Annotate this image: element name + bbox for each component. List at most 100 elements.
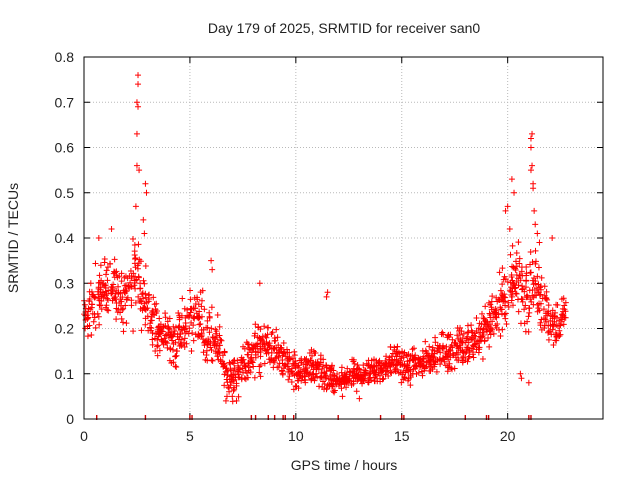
data-point [447,347,454,354]
data-point [405,375,412,382]
data-point [149,341,156,348]
data-point [208,304,215,311]
data-point [515,282,522,289]
data-point [296,373,303,380]
data-point [463,337,470,344]
data-point [268,356,275,363]
data-point [102,284,109,291]
data-point [504,279,511,286]
data-point [369,365,376,372]
data-point [119,319,126,326]
data-point [132,255,139,262]
data-point [509,302,516,309]
data-point [148,324,155,331]
data-point [125,283,132,290]
data-point [457,324,464,331]
data-point [261,360,268,367]
data-point [486,343,493,350]
data-point [137,285,144,292]
data-point [379,376,386,383]
data-point [487,312,494,319]
data-point [171,328,178,335]
data-point [407,353,414,360]
data-point [220,363,227,370]
data-point [489,293,496,300]
data-point [266,342,273,349]
data-point [118,270,125,277]
data-point [88,288,95,295]
data-point [466,353,473,360]
data-point [482,303,489,310]
data-point [272,337,279,344]
data-point [261,323,268,330]
data-point [412,362,419,369]
data-point [449,336,456,343]
data-point [224,379,231,386]
data-point [480,315,487,322]
data-point [473,340,480,347]
data-point [140,277,147,284]
data-point [145,327,152,334]
data-point [214,312,221,319]
y-tick-label: 0 [66,411,74,427]
data-point [542,316,549,323]
data-point [330,367,337,374]
data-point [356,395,363,402]
data-point [437,349,444,356]
data-point [81,301,88,308]
data-point [522,284,529,291]
data-point [300,361,307,368]
data-point [487,331,494,338]
data-point [432,339,439,346]
data-point [409,346,416,353]
data-point [309,352,316,359]
data-point [178,312,185,319]
data-point [104,264,111,271]
data-point [533,285,540,292]
data-point [257,362,264,369]
data-point [149,336,156,343]
data-point [302,373,309,380]
data-point [105,287,112,294]
data-point [531,207,538,214]
data-point [508,297,515,304]
data-point [469,329,476,336]
data-point [447,354,454,361]
data-point [410,366,417,373]
data-point [494,321,501,328]
data-point [525,328,532,335]
data-point [451,365,458,372]
y-tick-label: 0.2 [55,321,75,337]
data-point [105,307,112,314]
data-point [529,162,536,169]
data-point [190,337,197,344]
data-point [338,364,345,371]
data-point [469,335,476,342]
data-point [97,262,104,269]
data-point [181,335,188,342]
data-point [185,312,192,319]
data-point [290,355,297,362]
data-point [512,258,519,265]
data-point [95,313,102,320]
data-point [206,309,213,316]
data-point [513,290,520,297]
data-point [490,330,497,337]
data-point [200,349,207,356]
data-point [454,332,461,339]
data-point [122,302,129,309]
data-point [187,296,194,303]
data-point [284,355,291,362]
data-point [516,260,523,267]
data-point [557,322,564,329]
data-point [527,144,534,151]
data-point [489,326,496,333]
x-tick-label: 15 [394,428,410,444]
data-point [286,373,293,380]
data-point [534,230,541,237]
data-point [201,306,208,313]
data-point [448,342,455,349]
data-point [489,318,496,325]
data-point [518,375,525,382]
